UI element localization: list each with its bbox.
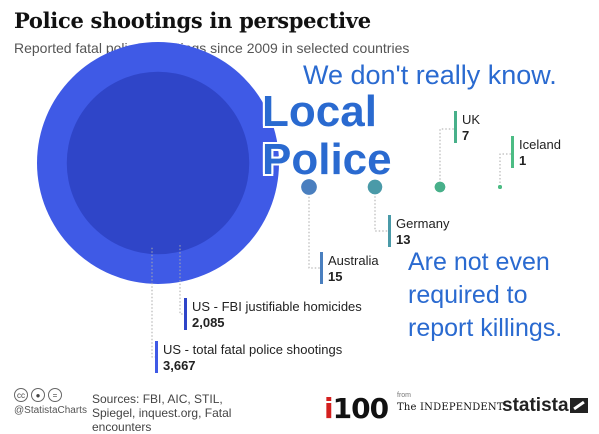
annotation-bottom-line3: report killings. [408, 314, 563, 342]
label-bar-us_total [155, 341, 158, 373]
leader-line-germany [374, 196, 388, 232]
statista-logo: statista [502, 395, 569, 416]
value-label-iceland: 1 [519, 153, 526, 168]
bubble-dot-iceland [498, 185, 502, 189]
label-bar-germany [388, 215, 391, 247]
by-icon: ● [31, 388, 45, 402]
label-bar-uk [454, 111, 457, 143]
annotation-not-required: Are not even required to report killings… [408, 246, 598, 345]
license-icons: cc ● = [14, 388, 62, 402]
statista-handle: @StatistaCharts [14, 405, 87, 416]
leader-line-australia [308, 196, 320, 269]
value-label-us_total: 3,667 [163, 358, 196, 373]
annotation-bottom-line1: Are not even [408, 248, 550, 276]
value-label-uk: 7 [462, 128, 469, 143]
annotation-local-line1: Local [262, 87, 377, 136]
annotation-local-line2: Police [262, 135, 392, 184]
label-bar-iceland [511, 136, 514, 168]
annotation-local-police: Local Police [262, 88, 392, 184]
value-label-germany: 13 [396, 232, 410, 247]
value-label-australia: 15 [328, 269, 342, 284]
from-label: from [397, 392, 411, 399]
cc-icon: cc [14, 388, 28, 402]
label-bar-us_fbi [184, 298, 187, 330]
annotation-we-dont-know: We don't really know. [303, 60, 557, 90]
independent-logo: The INDEPENDENT [397, 402, 504, 413]
bubble-dot-germany [367, 179, 383, 195]
bubble-us_fbi [66, 71, 250, 255]
annotation-bottom-line2: required to [408, 281, 528, 309]
i100-logo: i100 [324, 392, 389, 425]
leader-line-us_total [151, 247, 155, 358]
category-label-us_total: US - total fatal police shootings [163, 342, 343, 357]
bubble-dot-australia [301, 179, 317, 195]
sources-text: Sources: FBI, AIC, STIL, Spiegel, inques… [92, 392, 232, 434]
category-label-us_fbi: US - FBI justifiable homicides [192, 299, 362, 314]
bubble-dot-uk [434, 181, 446, 193]
category-label-uk: UK [462, 112, 480, 127]
chart-title: Police shootings in perspective [14, 8, 371, 33]
category-label-germany: Germany [396, 216, 450, 231]
category-label-iceland: Iceland [519, 137, 561, 152]
statista-mark-icon [570, 398, 588, 413]
leader-line-iceland [499, 153, 511, 183]
category-label-australia: Australia [328, 253, 379, 268]
value-label-us_fbi: 2,085 [192, 315, 225, 330]
label-bar-australia [320, 252, 323, 284]
leader-line-uk [439, 128, 454, 180]
equals-icon: = [48, 388, 62, 402]
